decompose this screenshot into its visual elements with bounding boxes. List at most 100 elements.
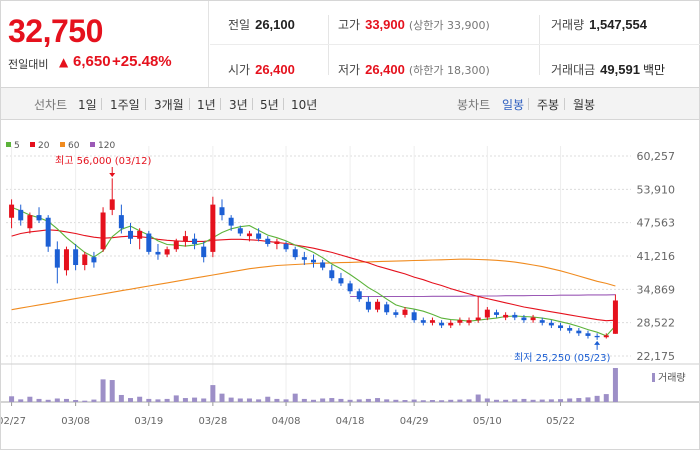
period-1y-button[interactable]: 1년 [197, 98, 216, 112]
volume-bar [420, 400, 426, 402]
candle-body [246, 233, 252, 237]
candle-body [521, 317, 527, 321]
candle-body [585, 333, 591, 336]
volume-bars: 거래량 [9, 368, 686, 402]
daily-candle-button[interactable]: 일봉 [502, 98, 525, 112]
candle-body [73, 249, 79, 266]
volume-bar [457, 399, 463, 402]
annotations: 최고 56,000 (03/12) 최저 25,250 (05/23) [55, 155, 610, 364]
period-3y-button[interactable]: 3년 [229, 98, 248, 112]
divider [283, 98, 284, 110]
period-5y-button[interactable]: 5년 [260, 98, 279, 112]
volume-bar [192, 397, 198, 402]
volume-bar [301, 398, 307, 402]
candle-body [475, 317, 481, 321]
volume-bar [137, 396, 143, 402]
period-1w-button[interactable]: 1주일 [110, 98, 140, 112]
trade-amount-label: 거래대금 [551, 63, 596, 77]
trade-amount-stat: 거래대금 49,591 백만 [551, 61, 665, 78]
volume-bar [237, 398, 243, 402]
candle-body [384, 304, 390, 313]
candles [9, 178, 618, 340]
line-chart-label: 선차트 [34, 98, 68, 112]
candle-body [603, 335, 609, 338]
volume-bar [521, 398, 527, 402]
divider [252, 98, 253, 110]
candle-body [411, 312, 417, 321]
period-10y-button[interactable]: 10년 [291, 98, 318, 112]
candle-body [329, 270, 335, 279]
low-annotation: 최저 25,250 (05/23) [514, 352, 610, 364]
x-tick-label: 03/19 [134, 416, 163, 427]
trade-amount-unit: 백만 [642, 63, 666, 77]
volume-bar [182, 398, 188, 402]
legend-swatch [6, 142, 11, 147]
candle-body [311, 259, 316, 263]
price-grid: 60,257 53,910 47,563 41,216 34,869 28,522 22,1… [6, 150, 675, 363]
volume-bar [9, 396, 15, 402]
volume-bar [393, 399, 399, 402]
chart-canvas: 60,257 53,910 47,563 41,216 34,869 28,522 22,1… [1, 141, 699, 427]
low-stat: 저가 26,400 (하한가 18,300) [338, 61, 490, 78]
candle-body [192, 238, 198, 245]
candle-body [82, 254, 88, 266]
trade-amount-value: 49,591 [600, 62, 640, 77]
change-label: 전일대비 [8, 58, 49, 71]
candle-body [457, 320, 463, 323]
high-value: 33,900 [365, 17, 405, 32]
x-tick-label: 04/18 [336, 416, 365, 427]
monthly-candle-button[interactable]: 월봉 [573, 98, 596, 112]
candle-body [402, 309, 408, 315]
volume-bar [466, 399, 472, 402]
candle-body [347, 283, 353, 292]
candle-body [237, 228, 243, 234]
low-label: 저가 [338, 63, 361, 77]
y-tick-label: 47,563 [637, 217, 676, 230]
y-tick-label: 22,175 [637, 350, 676, 363]
volume-bar [612, 368, 618, 402]
period-1d-button[interactable]: 1일 [78, 98, 97, 112]
candle-body [118, 215, 124, 229]
candle-body [164, 249, 170, 255]
volume-bar [347, 399, 353, 402]
volume-bar [18, 399, 24, 402]
x-tick-label: 02/27 [1, 416, 26, 427]
volume-bar [201, 398, 207, 402]
volume-bar [128, 398, 134, 402]
volume-bar [109, 380, 115, 402]
volume-bar [475, 394, 481, 402]
candle-body [393, 312, 399, 315]
volume-bar [384, 399, 390, 402]
y-tick-label: 28,522 [637, 317, 676, 330]
candle-body [530, 317, 536, 321]
volume-bar [228, 397, 234, 402]
candle-body [292, 249, 298, 258]
candle-body [27, 215, 33, 229]
candle-body [128, 230, 134, 239]
volume-bar [219, 393, 225, 402]
candle-body [210, 204, 216, 252]
x-tick-label: 04/29 [400, 416, 429, 427]
x-tick-label: 05/22 [546, 416, 575, 427]
price-box: 32,750 전일대비 ▲ 6,650 +25.48% [1, 1, 209, 87]
period-3m-button[interactable]: 3개월 [154, 98, 184, 112]
legend-swatch [60, 142, 65, 147]
divider [210, 44, 700, 45]
high-stat: 고가 33,900 (상한가 33,900) [338, 16, 490, 33]
volume-bar [146, 398, 152, 402]
candle-body [338, 278, 344, 284]
volume-bar [265, 396, 271, 402]
chart-toolbar: 선차트 1일 1주일 3개월 1년 3년 5년 10년 봉차트 일봉 주봉 월봉 [0, 88, 700, 120]
x-tick-label: 05/10 [473, 416, 502, 427]
volume-bar [36, 398, 42, 402]
volume-bar [503, 399, 509, 402]
high-arrow-head [109, 173, 116, 177]
volume-label: 거래량 [551, 18, 585, 32]
volume-legend-swatch [652, 373, 655, 382]
volume-bar [439, 400, 445, 402]
volume-label: 거래량 [658, 372, 686, 384]
candle-body [91, 257, 97, 263]
x-tick-label: 04/08 [272, 416, 301, 427]
y-tick-label: 60,257 [637, 150, 676, 163]
weekly-candle-button[interactable]: 주봉 [537, 98, 560, 112]
